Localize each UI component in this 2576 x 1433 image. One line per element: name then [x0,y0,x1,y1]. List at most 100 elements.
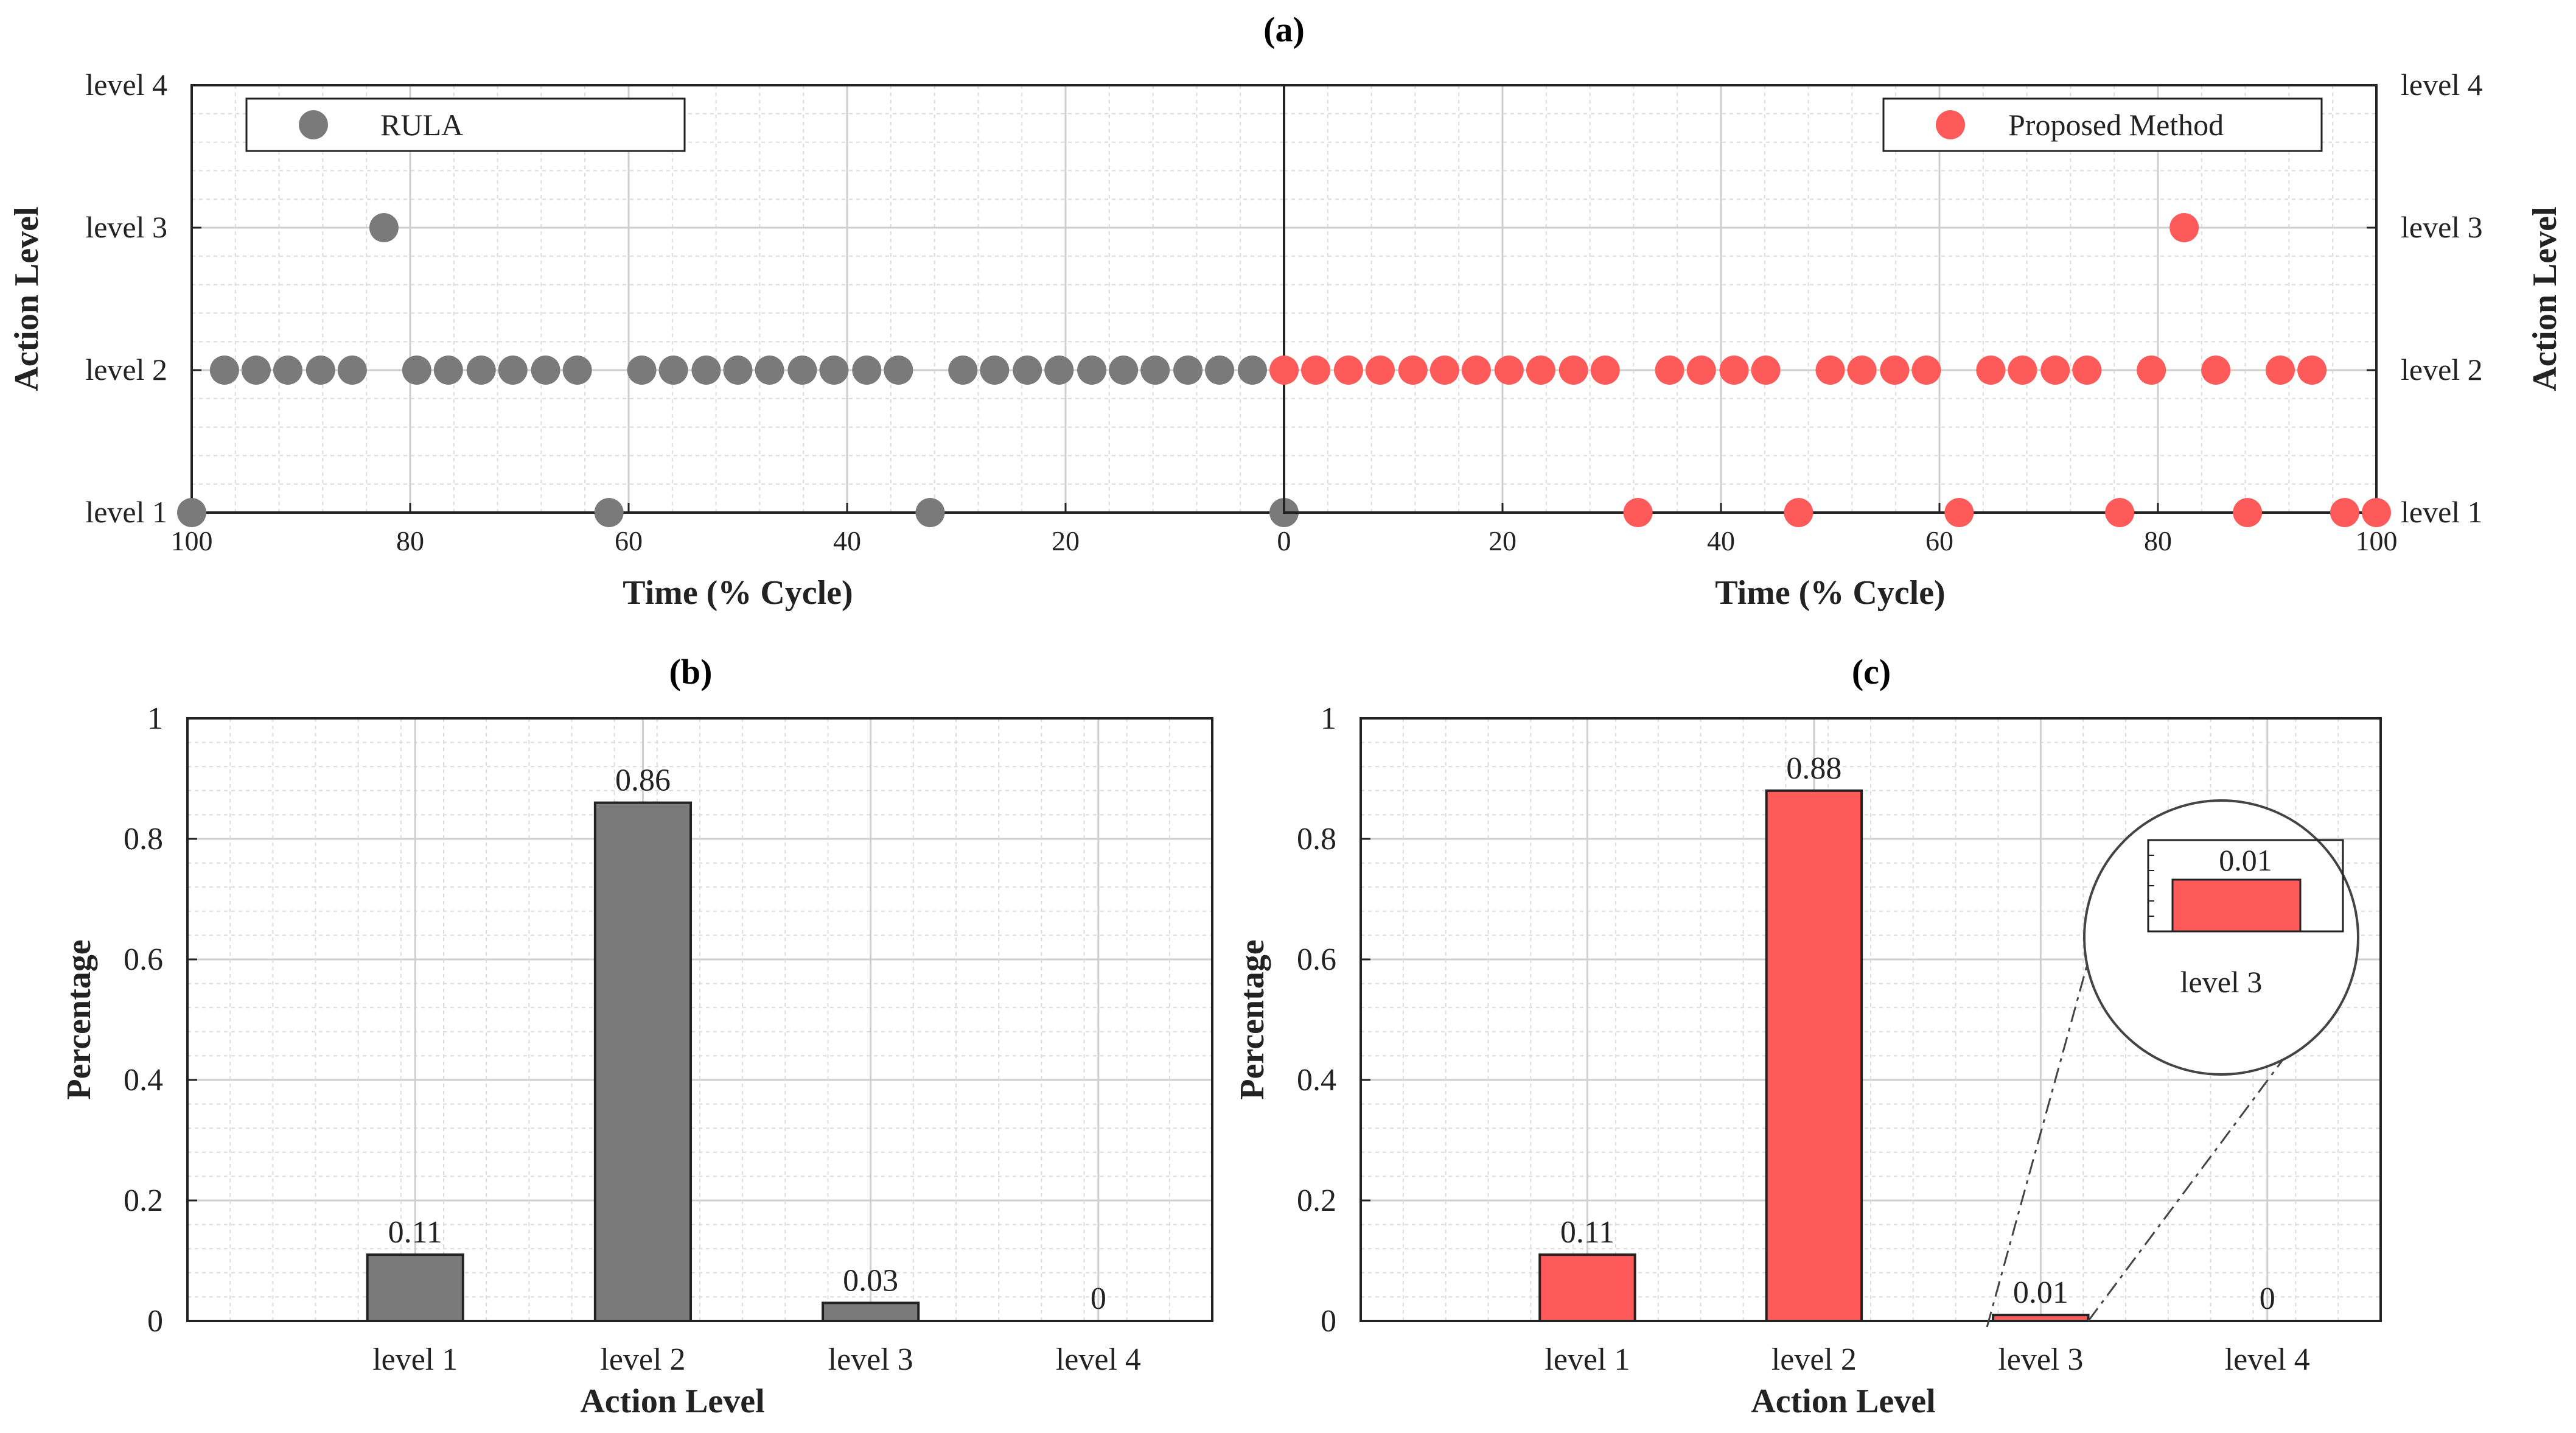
data-point [1140,356,1170,385]
x-tick-label: level 2 [600,1342,685,1377]
chart-b-rula-histogram: 0 0.2 0.4 0.6 0.8 1 0.11 level 1 0.86 level 2 0.03… [60,701,1213,1420]
data-point [241,356,271,385]
inset-circle [2083,799,2359,1076]
data-point [1429,356,1459,385]
bars [366,801,920,1323]
x-tick-label: level 2 [1771,1342,1857,1377]
y-tick-label: level 3 [85,210,167,244]
data-point [1044,356,1074,385]
data-point [787,356,817,385]
data-point [1911,356,1941,385]
data-point [2362,498,2391,527]
data-point [2169,213,2199,242]
data-point [466,356,496,385]
y-tick-label: level 4 [2401,68,2483,102]
panel-c-title: (c) [1852,652,1891,692]
data-point [1784,498,1813,527]
data-point [402,356,431,385]
data-point [305,356,335,385]
data-point [1655,356,1684,385]
data-point [177,498,206,527]
data-points [1269,213,2391,527]
x-tick-label: 40 [1707,525,1735,556]
x-axis-label: Action Level [580,1382,764,1420]
data-points [177,213,1299,527]
x-tick-label: 0 [1277,525,1291,556]
zoom-connector-left [1986,897,2107,1328]
inset-zoom: 0.01 level 3 [1986,799,2359,1328]
y-tick-label: 0.6 [1297,942,1336,977]
x-tick-label: 100 [171,525,213,556]
x-tick-label: level 3 [828,1342,913,1377]
bar-level-1 [366,1253,464,1323]
data-point [627,356,657,385]
data-point [531,356,560,385]
x-tick-label: level 3 [1998,1342,2083,1377]
bar-value-label: 0.11 [1560,1215,1614,1250]
x-tick-label: level 1 [1545,1342,1630,1377]
x-axis-label: Time (% Cycle) [623,574,853,612]
chart-a-rula: 100 80 60 40 20 0 level 1 level 2 level 3 level 4… [8,68,1299,612]
data-point [1333,356,1363,385]
y-axis-label: Action Level [2526,206,2564,391]
data-point [2072,356,2102,385]
data-point [337,356,367,385]
y-tick-label: 0.8 [1297,822,1336,857]
data-point [2137,356,2166,385]
data-point [1526,356,1555,385]
legend: RULA [245,97,686,152]
data-point [1559,356,1588,385]
data-point [658,356,688,385]
data-point [691,356,721,385]
grid [187,717,1213,1322]
data-point [1301,356,1331,385]
y-tick-label: 0.2 [1297,1183,1336,1218]
x-tick-label: level 4 [1056,1342,1141,1377]
bar-level-3 [822,1302,920,1323]
data-point [1847,356,1877,385]
x-tick-label: 100 [2356,525,2398,556]
bar-level-1 [1538,1253,1636,1323]
y-axis-label: Percentage [60,939,98,1099]
y-tick-label: level 2 [85,352,167,387]
data-point [273,356,302,385]
data-point [1751,356,1781,385]
x-tick-label: 40 [833,525,861,556]
x-tick-label: 20 [1489,525,1517,556]
data-point [980,356,1010,385]
inset-bar [2171,878,2302,933]
data-point [819,356,849,385]
data-point [1269,356,1299,385]
data-point [852,356,882,385]
x-tick-label: 0 [1277,525,1291,556]
data-point [2266,356,2295,385]
x-tick-label: 80 [2144,525,2172,556]
data-point [1461,356,1491,385]
data-point [1205,356,1235,385]
data-point [369,213,399,242]
panel-b-title: (b) [669,652,713,692]
data-point [2201,356,2231,385]
plot-frame [1283,84,2378,514]
y-tick-label: 0.4 [1297,1063,1336,1098]
y-tick-label: level 4 [85,68,167,102]
data-point [1237,356,1267,385]
data-point [723,356,753,385]
data-point [433,356,463,385]
y-tick-label: 0.4 [124,1063,163,1098]
data-point [594,498,624,527]
plot-frame [186,717,1213,1322]
y-tick-label: level 1 [2401,495,2483,529]
bars [1538,789,2090,1323]
data-point [2330,498,2359,527]
y-tick-label: 1 [1321,701,1336,736]
y-tick-label: level 3 [2401,210,2483,244]
data-point [1944,498,1974,527]
bar-value-label: 0.03 [843,1263,898,1298]
legend-label: RULA [380,108,463,142]
legend-marker [1936,110,1965,139]
data-point [1623,498,1653,527]
x-axis-label: Action Level [1751,1382,1935,1420]
data-point [1398,356,1428,385]
